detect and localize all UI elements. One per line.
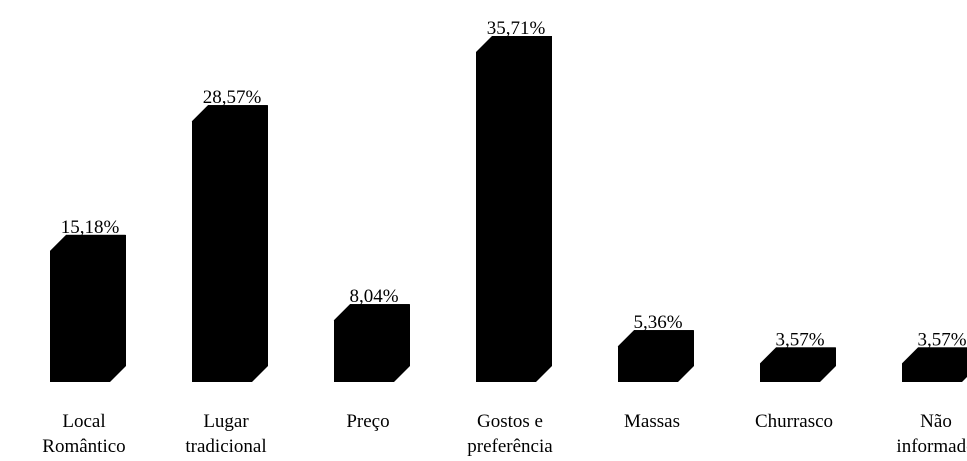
data-label: 35,71% [487,18,546,39]
value-labels-layer: 15,18% 28,57% 8,04% 35,71% 5,36% 3,57% 3,57% [61,18,967,350]
category-label: Local Romântico [42,411,125,457]
category-label: Churrasco [755,411,833,432]
bar [902,347,967,382]
bar [618,330,694,382]
category-label: Lugar tradicional [185,411,266,457]
bar [50,234,126,382]
bar [760,347,836,382]
data-label: 3,57% [917,329,966,350]
category-labels-layer: Local Romântico Lugar tradicional Preço Gosto… [42,411,967,457]
category-label: Preço [346,411,389,432]
bar [192,105,268,383]
category-label: Nãoinformado [896,411,967,457]
bar [476,36,552,382]
data-label: 15,18% [61,217,120,238]
bar [334,304,410,382]
data-label: 8,04% [349,286,398,307]
data-label: 3,57% [775,329,824,350]
data-label: 28,57% [203,87,262,108]
category-label: Massas [624,411,680,432]
category-label: Gostos e preferência [467,411,553,457]
data-label: 5,36% [633,312,682,333]
bars-layer [50,36,967,383]
